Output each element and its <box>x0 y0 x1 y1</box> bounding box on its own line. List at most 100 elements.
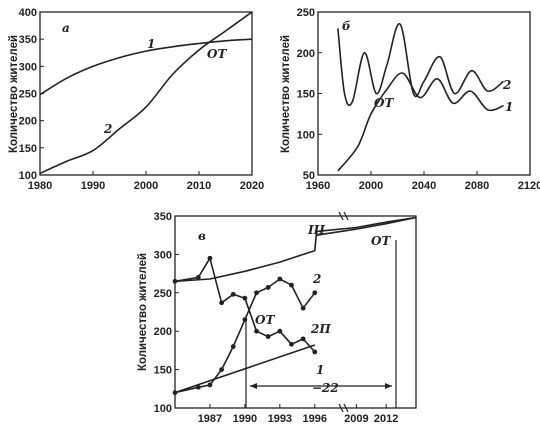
ytick-label: 150 <box>19 143 37 155</box>
panel-c-series-1-label: 1 <box>316 363 324 377</box>
panel-b-annotation-ot: ОТ <box>374 96 394 110</box>
panel-a-series-2-line <box>39 11 253 175</box>
panel-b-series-1-label: 1 <box>505 100 513 114</box>
panel-a-ylabel: Количество жителей <box>8 35 20 153</box>
panel-a: а Количество жителей 1980 1990 2000 2010 202… <box>8 7 264 192</box>
panel-c-series-1-point <box>254 328 259 334</box>
panel-c-series-2-point <box>312 290 318 296</box>
panel-c-axis-break-top <box>338 211 349 221</box>
ytick-label: 300 <box>19 61 37 73</box>
panel-b-lines <box>337 23 504 172</box>
ytick-label: 350 <box>154 211 172 223</box>
panel-c-lines <box>172 216 417 396</box>
panel-b-yticks: 50 100 150 200 250 <box>297 7 322 182</box>
xtick-label: 2010 <box>187 180 211 192</box>
panel-c-series-OT-label: ОТ <box>371 234 391 248</box>
panel-c-series-2-line <box>174 344 316 394</box>
panel-c-series-1-point <box>230 291 236 297</box>
xtick-label: 2000 <box>134 180 158 192</box>
panel-c-series-2-point <box>289 282 294 288</box>
panel-c-series-1-point <box>242 295 248 301</box>
panel-a-series-1-line <box>39 38 253 96</box>
panel-c-series-2-point <box>254 290 259 296</box>
panel-a-lines <box>39 11 253 175</box>
xtick-label: 1960 <box>306 180 330 192</box>
ytick-label: 250 <box>19 89 37 101</box>
panel-a-xticks: 1980 1990 2000 2010 2020 <box>28 171 264 192</box>
xtick-label: 1990 <box>81 180 105 192</box>
ytick-label: 250 <box>154 288 172 300</box>
ytick-label: 100 <box>19 170 37 182</box>
xtick-label: 2000 <box>359 180 383 192</box>
panel-c-arrowhead-left <box>250 383 257 389</box>
panel-c-series-2-point <box>207 382 213 388</box>
panel-b-ylabel: Количество жителей <box>280 35 292 153</box>
panel-a-annotation-ot: ОТ <box>207 47 227 61</box>
panel-b-frame <box>317 11 531 176</box>
panel-c-label: в <box>198 229 206 243</box>
panel-c-series-2-point <box>265 285 271 290</box>
panel-a-frame <box>39 11 253 176</box>
panel-c-ylabel: Количество жителей <box>137 253 149 371</box>
ytick-label: 100 <box>154 403 172 415</box>
ytick-label: 100 <box>297 129 315 141</box>
panel-b-series-2-label: 2 <box>502 78 511 92</box>
panel-c-series-1-point <box>277 328 283 334</box>
ytick-label: 150 <box>297 89 315 101</box>
xtick-label: 2009 <box>344 413 368 425</box>
panel-c-series-1-point <box>207 255 213 261</box>
xtick-label: 1990 <box>233 413 257 425</box>
panel-c-annotation-interval: −22 <box>312 381 339 395</box>
panel-c-series-1-point <box>300 336 306 342</box>
panel-b-xticks: 1960 2000 2040 2080 2120 <box>306 171 540 192</box>
panel-c-series-2-point <box>300 305 306 311</box>
panel-c-series-1-point <box>172 278 178 284</box>
panel-c-annotation-ot: ОТ <box>255 313 275 327</box>
panel-c-series-1-point <box>265 334 271 339</box>
panel-c-series-III-line <box>174 216 417 283</box>
panel-c-series-2-point <box>219 367 224 372</box>
xtick-label: 2040 <box>412 180 436 192</box>
ytick-label: 150 <box>154 365 172 377</box>
panel-c-series-2P-label: 2П <box>310 322 331 336</box>
panel-c-series-2-label: 2 <box>312 272 321 286</box>
xtick-label: 2012 <box>374 413 398 425</box>
panel-b-label: б <box>342 19 351 33</box>
ytick-label: 350 <box>19 34 37 46</box>
panel-b: б Количество жителей 1960 2000 2040 2080 212… <box>280 7 540 192</box>
ytick-label: 300 <box>154 249 172 261</box>
ytick-label: 200 <box>154 326 172 338</box>
panel-c-series-2-point <box>230 344 236 349</box>
panel-c-frame <box>174 215 417 409</box>
panel-c-series-1-point <box>312 349 318 355</box>
xtick-label: 2020 <box>240 180 264 192</box>
panel-c-series-ot-line <box>316 216 417 236</box>
panel-c-series-1-point <box>195 275 201 280</box>
ytick-label: 250 <box>297 7 315 19</box>
panel-b-series-1-line <box>337 72 504 172</box>
ytick-label: 400 <box>19 7 37 19</box>
ytick-label: 200 <box>297 48 315 60</box>
ytick-label: 200 <box>19 116 37 128</box>
panel-c-yticks: 100 150 200 250 300 350 <box>154 211 179 415</box>
panel-c-series-2-point <box>277 276 283 282</box>
panel-c-xticks: 1987 1990 1993 1996 2009 2012 <box>198 404 398 425</box>
panel-b-series-2-line <box>337 23 504 107</box>
panel-a-series-1-label: 1 <box>147 37 155 51</box>
xtick-label: 1987 <box>198 413 222 425</box>
panel-c-series-III-label: III <box>307 223 325 237</box>
panel-c-arrowhead-right <box>385 383 392 389</box>
ytick-label: 50 <box>303 170 315 182</box>
panel-c-series-1-point <box>289 341 294 347</box>
xtick-label: 2080 <box>465 180 489 192</box>
xtick-label: 1993 <box>268 413 292 425</box>
xtick-label: 2120 <box>518 180 540 192</box>
panel-a-series-2-label: 2 <box>103 122 112 136</box>
panel-a-yticks: 100 150 200 250 300 350 400 <box>19 7 44 182</box>
panel-c-series-1-point <box>219 300 224 306</box>
panel-c: в Количество жителей 1987 1990 1993 1996 200… <box>137 211 417 425</box>
xtick-label: 1980 <box>28 180 52 192</box>
panel-c-series-1-line <box>174 257 316 353</box>
panel-a-label: а <box>62 21 70 35</box>
